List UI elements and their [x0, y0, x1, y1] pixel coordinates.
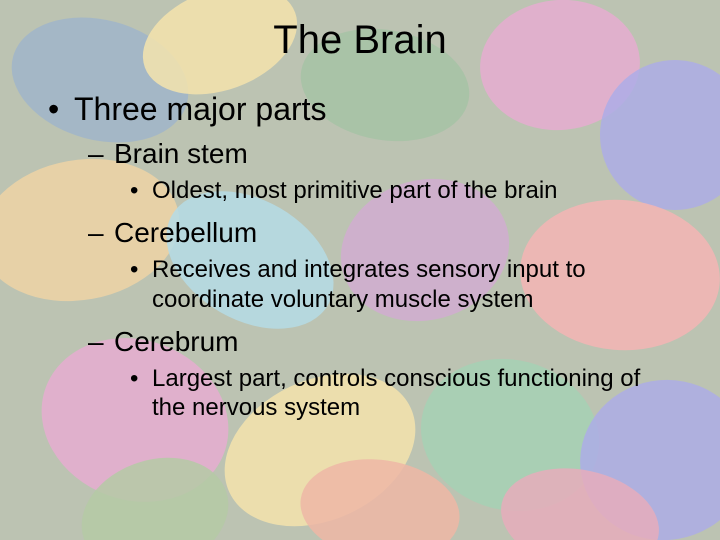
bullet-text: Cerebrum [114, 326, 238, 358]
bullet-level-3: • Largest part, controls conscious funct… [130, 364, 650, 423]
bullet-level-3: • Oldest, most primitive part of the bra… [130, 176, 650, 205]
bullet-level-2: – Brain stem [88, 138, 690, 170]
slide-title: The Brain [30, 18, 690, 63]
bullet-level-3: • Receives and integrates sensory input … [130, 255, 650, 314]
slide-content: The Brain • Three major parts – Brain st… [0, 0, 720, 540]
bullet-level-2: – Cerebellum [88, 217, 690, 249]
bullet-text: Cerebellum [114, 217, 257, 249]
bullet-level-2: – Cerebrum [88, 326, 690, 358]
bullet-marker: • [130, 176, 152, 205]
bullet-marker: – [88, 138, 114, 170]
bullet-text: Oldest, most primitive part of the brain [152, 176, 558, 205]
bullet-marker: • [130, 255, 152, 284]
bullet-level-1: • Three major parts [48, 91, 690, 128]
bullet-marker: • [48, 91, 74, 128]
bullet-text: Three major parts [74, 91, 327, 128]
bullet-marker: – [88, 217, 114, 249]
bullet-text: Receives and integrates sensory input to… [152, 255, 650, 314]
bullet-marker: – [88, 326, 114, 358]
bullet-marker: • [130, 364, 152, 393]
bullet-text: Largest part, controls conscious functio… [152, 364, 650, 423]
bullet-text: Brain stem [114, 138, 248, 170]
